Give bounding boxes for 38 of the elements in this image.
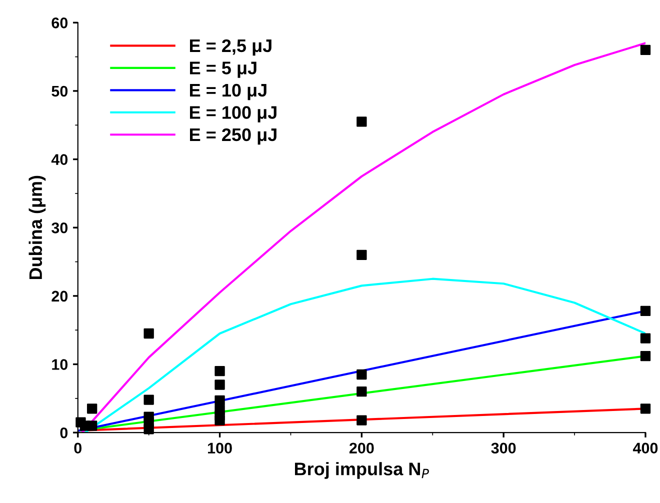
y-tick-label: 0	[60, 427, 68, 438]
point	[144, 328, 154, 339]
legend-label: E = 100 μJ	[190, 106, 276, 122]
point	[144, 394, 154, 405]
x-tick-label: 400	[632, 442, 658, 454]
x-tick-label: 0	[74, 442, 82, 454]
y-tick-label: 40	[51, 154, 68, 165]
point	[356, 369, 367, 380]
point	[640, 44, 651, 56]
point	[214, 395, 225, 406]
point	[86, 420, 98, 431]
x-tick-label: 200	[349, 442, 374, 454]
point	[214, 380, 225, 390]
point	[640, 350, 651, 362]
point	[356, 116, 367, 127]
y-tick-label: 30	[52, 222, 68, 234]
y-tick-label: 10	[52, 359, 68, 370]
point	[640, 404, 651, 414]
x-axis-title: Broj impulsa N$_{P}$	[295, 462, 429, 479]
point	[144, 424, 154, 434]
y-axis-title: Dubina (μm)	[28, 176, 46, 280]
point	[356, 386, 367, 397]
point	[640, 333, 651, 344]
point	[640, 306, 651, 316]
point	[356, 415, 367, 426]
legend-label: E = 10 μJ	[190, 84, 266, 100]
y-tick-label: 20	[52, 290, 68, 302]
y-tick-label: 60	[52, 18, 68, 28]
x-tick-label: 300	[491, 442, 516, 454]
point	[214, 415, 225, 426]
legend-label: E = 2,5 μJ	[190, 39, 272, 56]
point	[86, 404, 98, 414]
point	[214, 366, 225, 376]
y-tick-label: 50	[52, 86, 68, 97]
legend-label: E = 5 μJ	[190, 62, 256, 78]
legend-label: E = 250 μJ	[190, 128, 276, 145]
point	[356, 250, 367, 260]
x-tick-label: 100	[208, 442, 232, 454]
